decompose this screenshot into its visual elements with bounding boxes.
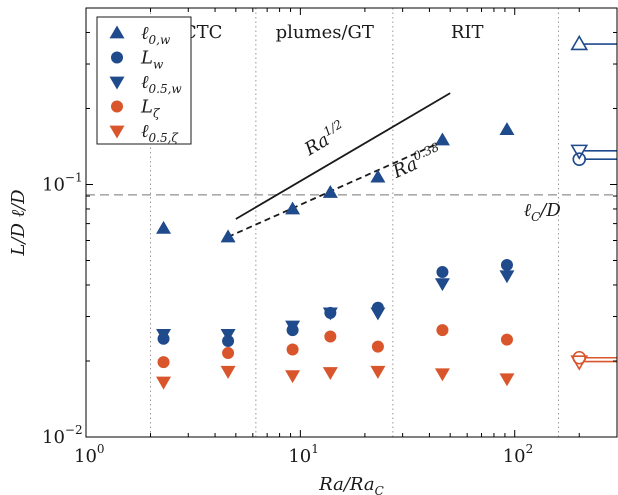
data-point-s0-3 <box>322 184 338 198</box>
data-point-s2-6 <box>499 270 515 284</box>
legend-marker-4 <box>109 125 125 139</box>
data-point-s2-5 <box>434 278 450 292</box>
data-point-s1-6 <box>500 258 513 271</box>
x-tick-label-0: 100 <box>74 442 105 467</box>
data-point-s3-1 <box>222 347 235 360</box>
legend-marker-3 <box>111 100 123 113</box>
legend-marker-0 <box>109 25 125 39</box>
legend-marker-1 <box>111 51 123 64</box>
data-point-s3-6 <box>500 333 513 346</box>
data-point-s4-4 <box>370 365 386 379</box>
legend-marker-2 <box>109 76 125 90</box>
annotation-layer: CTC plumes/GT RIT ℓC/D Ra1/2 Ra0.38 <box>183 22 562 224</box>
lines-layer <box>227 92 451 238</box>
x-tick-label-2: 102 <box>503 442 534 467</box>
data-point-s4-1 <box>220 365 236 379</box>
axis-labels: Ra/RaC L/D ℓ/D <box>8 189 384 495</box>
legend-label-2: ℓ0.5,w <box>141 72 182 96</box>
data-point-s0-0 <box>156 220 172 234</box>
legend-label-1: Lw <box>140 48 164 72</box>
fit-line-label-0: Ra1/2 <box>299 117 350 160</box>
data-point-s4-6 <box>499 373 515 387</box>
side-marker-0 <box>570 34 589 51</box>
x-tick-label-1: 101 <box>288 442 319 467</box>
data-point-s4-0 <box>156 376 172 390</box>
data-point-s3-0 <box>157 356 170 369</box>
fit-line-0 <box>235 92 451 220</box>
legend-label-3: Lζ <box>140 97 161 121</box>
reference-hline-label: ℓC/D <box>524 200 562 224</box>
regime-label-0: CTC <box>183 22 223 43</box>
data-point-s0-4 <box>370 169 386 183</box>
side-marker-1 <box>570 144 589 160</box>
legend-label-0: ℓ0,w <box>141 23 171 47</box>
data-point-s4-3 <box>322 367 338 381</box>
axis-ticks: 100 101 102 10−2 10−1 <box>42 7 618 467</box>
grid-layer <box>86 8 617 437</box>
regime-label-2: RIT <box>451 22 484 43</box>
data-point-s4-5 <box>434 368 450 382</box>
regime-label-1: plumes/GT <box>276 22 374 43</box>
data-point-s2-1 <box>220 328 236 342</box>
data-point-s0-2 <box>285 201 301 215</box>
data-point-s2-3 <box>322 307 338 321</box>
data-point-s0-5 <box>434 132 450 146</box>
x-axis-label: Ra/RaC <box>318 474 384 495</box>
data-point-s2-4 <box>370 307 386 321</box>
y-tick-label-1: 10−1 <box>42 170 83 195</box>
plot-frame <box>85 7 618 438</box>
y-axis-label: L/D ℓ/D <box>8 189 29 257</box>
fit-line-1 <box>227 140 443 238</box>
marks-layer <box>156 34 617 390</box>
data-point-s2-2 <box>285 320 301 334</box>
side-marker-2 <box>572 152 587 166</box>
data-point-s0-1 <box>220 229 236 243</box>
data-point-s3-3 <box>324 330 337 343</box>
side-marker-4 <box>570 355 589 371</box>
data-point-s3-4 <box>371 340 384 353</box>
fit-line-label-1: Ra0.38 <box>388 140 446 183</box>
data-point-s3-5 <box>436 324 449 337</box>
y-tick-label-0: 10−2 <box>42 423 83 448</box>
data-point-s0-6 <box>499 122 515 135</box>
data-point-s3-2 <box>286 343 299 356</box>
data-point-s4-2 <box>285 370 301 384</box>
data-point-s1-5 <box>436 266 449 279</box>
data-point-s2-0 <box>156 328 172 342</box>
legend-label-4: ℓ0.5,ζ <box>141 121 179 145</box>
